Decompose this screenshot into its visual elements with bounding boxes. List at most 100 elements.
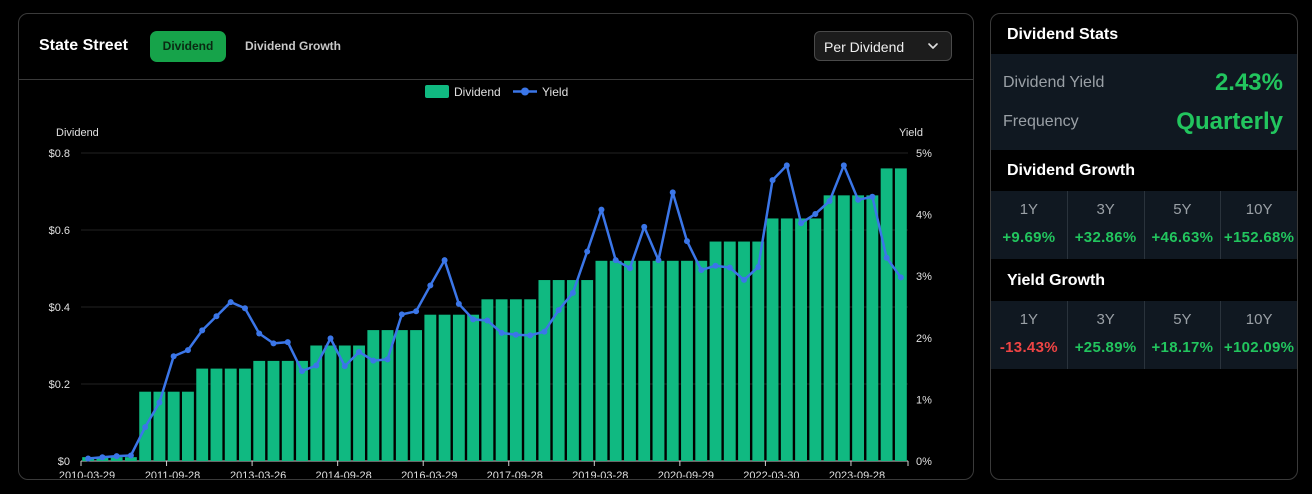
yield-point[interactable] — [241, 305, 248, 312]
yield-point[interactable] — [170, 353, 177, 360]
yield-point[interactable] — [313, 362, 320, 369]
yield-point[interactable] — [655, 257, 662, 264]
dividend-bar[interactable] — [424, 314, 437, 461]
dividend-bar[interactable] — [395, 330, 408, 461]
dividend-bar[interactable] — [595, 260, 608, 461]
dividend-bar[interactable] — [324, 345, 337, 462]
dividend-bar[interactable] — [723, 241, 736, 461]
yield-point[interactable] — [698, 267, 705, 274]
dividend-bar[interactable] — [253, 360, 266, 461]
yield-point[interactable] — [798, 220, 805, 227]
tab-dividend[interactable]: Dividend — [150, 31, 226, 62]
yield-point[interactable] — [598, 206, 605, 213]
yield-point[interactable] — [184, 347, 191, 354]
yield-point[interactable] — [541, 328, 548, 335]
yield-point[interactable] — [641, 223, 648, 230]
dividend-bar[interactable] — [509, 299, 522, 461]
yield-point[interactable] — [270, 340, 277, 347]
yield-point[interactable] — [498, 329, 505, 336]
dividend-bar[interactable] — [438, 314, 451, 461]
dividend-bar[interactable] — [638, 260, 651, 461]
dividend-bar[interactable] — [823, 195, 836, 461]
dividend-bar[interactable] — [467, 314, 480, 461]
dividend-bar[interactable] — [738, 241, 750, 461]
dividend-bar[interactable] — [681, 260, 693, 461]
dividend-bar[interactable] — [809, 218, 822, 461]
yield-point[interactable] — [398, 311, 405, 318]
yield-point[interactable] — [527, 332, 534, 339]
yield-point[interactable] — [356, 348, 363, 355]
dividend-bar[interactable] — [153, 391, 166, 461]
dividend-bar[interactable] — [367, 330, 380, 461]
yield-point[interactable] — [712, 262, 719, 269]
yield-point[interactable] — [113, 453, 120, 460]
dividend-bar[interactable] — [538, 280, 551, 461]
per-dividend-select[interactable]: Per Dividend — [814, 31, 952, 61]
dividend-bar[interactable] — [267, 360, 280, 461]
dividend-bar[interactable] — [666, 260, 679, 461]
dividend-bar[interactable] — [552, 280, 565, 461]
dividend-bar[interactable] — [894, 168, 907, 461]
yield-point[interactable] — [726, 264, 733, 271]
legend-yield-marker[interactable] — [521, 87, 529, 96]
yield-point[interactable] — [584, 248, 591, 255]
dividend-bar[interactable] — [110, 457, 123, 461]
yield-point[interactable] — [256, 330, 263, 337]
dividend-bar[interactable] — [210, 368, 223, 461]
dividend-bar[interactable] — [495, 299, 508, 461]
dividend-bar[interactable] — [481, 299, 494, 461]
dividend-bar[interactable] — [795, 218, 807, 461]
dividend-bar[interactable] — [167, 391, 180, 461]
yield-point[interactable] — [555, 307, 562, 314]
legend-yield-label[interactable]: Yield — [542, 85, 568, 99]
yield-point[interactable] — [199, 327, 206, 334]
yield-point[interactable] — [127, 452, 134, 459]
yield-point[interactable] — [869, 193, 876, 200]
dividend-bar[interactable] — [296, 360, 308, 461]
yield-point[interactable] — [370, 357, 377, 364]
yield-point[interactable] — [783, 162, 790, 169]
dividend-bar[interactable] — [566, 280, 579, 461]
dividend-bar[interactable] — [452, 314, 465, 461]
dividend-bar[interactable] — [310, 345, 323, 462]
dividend-bar[interactable] — [196, 368, 209, 461]
dividend-bar[interactable] — [353, 345, 365, 462]
yield-point[interactable] — [855, 196, 862, 203]
yield-point[interactable] — [142, 424, 149, 431]
dividend-bar[interactable] — [581, 280, 594, 461]
dividend-bar[interactable] — [224, 368, 237, 461]
legend-dividend-swatch[interactable] — [425, 85, 449, 98]
dividend-bar[interactable] — [695, 260, 708, 461]
yield-point[interactable] — [384, 356, 391, 363]
yield-point[interactable] — [227, 299, 234, 306]
tab-dividend-growth[interactable]: Dividend Growth — [245, 39, 341, 53]
dividend-bar[interactable] — [880, 168, 893, 461]
dividend-bar[interactable] — [752, 241, 765, 461]
yield-point[interactable] — [569, 289, 576, 296]
dividend-bar[interactable] — [624, 260, 636, 461]
legend-dividend-label[interactable]: Dividend — [454, 85, 501, 99]
dividend-bar[interactable] — [780, 218, 793, 461]
yield-point[interactable] — [441, 257, 448, 264]
dividend-bar[interactable] — [281, 360, 294, 461]
dividend-bar[interactable] — [381, 330, 394, 461]
yield-point[interactable] — [812, 210, 819, 217]
yield-point[interactable] — [626, 265, 633, 272]
yield-point[interactable] — [299, 368, 306, 375]
dividend-bar[interactable] — [866, 195, 879, 461]
dividend-bar[interactable] — [766, 218, 779, 461]
yield-point[interactable] — [683, 238, 690, 245]
yield-point[interactable] — [213, 313, 220, 320]
dividend-bar[interactable] — [524, 299, 537, 461]
dividend-bar[interactable] — [709, 241, 722, 461]
dividend-bar[interactable] — [852, 195, 865, 461]
dividend-bar[interactable] — [837, 195, 850, 461]
dividend-bar[interactable] — [652, 260, 665, 461]
yield-point[interactable] — [755, 263, 762, 270]
yield-point[interactable] — [826, 198, 833, 205]
yield-point[interactable] — [327, 335, 334, 342]
yield-point[interactable] — [883, 254, 890, 261]
dividend-bar[interactable] — [609, 260, 622, 461]
yield-point[interactable] — [769, 177, 776, 184]
yield-point[interactable] — [741, 276, 748, 283]
